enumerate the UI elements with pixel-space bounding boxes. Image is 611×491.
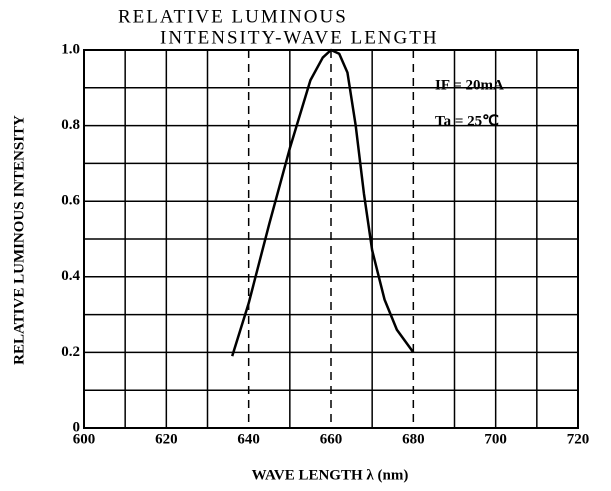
- x-tick-label: 700: [484, 431, 507, 447]
- y-tick-label: 0.8: [61, 117, 80, 133]
- x-axis-label: WAVE LENGTH λ (nm): [252, 467, 409, 483]
- data-line: [231, 48, 415, 357]
- y-axis-label: RELATIVE LUMINOUS INTENSITY: [11, 115, 27, 365]
- y-tick-label: 0.4: [61, 268, 80, 284]
- annotation: IF = 20mA: [435, 77, 504, 93]
- x-tick-label: 660: [320, 431, 343, 447]
- chart-title: INTENSITY-WAVE LENGTH: [160, 27, 439, 48]
- x-tick-label: 640: [237, 431, 260, 447]
- annotation: Ta = 25℃: [435, 113, 499, 129]
- x-tick-label: 720: [567, 431, 590, 447]
- y-tick-label: 0: [73, 419, 81, 435]
- x-tick-label: 620: [155, 431, 178, 447]
- x-tick-label: 600: [73, 431, 96, 447]
- y-tick-label: 1.0: [61, 41, 80, 57]
- y-tick-label: 0.2: [61, 344, 80, 360]
- chart-title: RELATIVE LUMINOUS: [118, 6, 348, 27]
- x-tick-label: 680: [402, 431, 425, 447]
- y-tick-label: 0.6: [61, 193, 80, 209]
